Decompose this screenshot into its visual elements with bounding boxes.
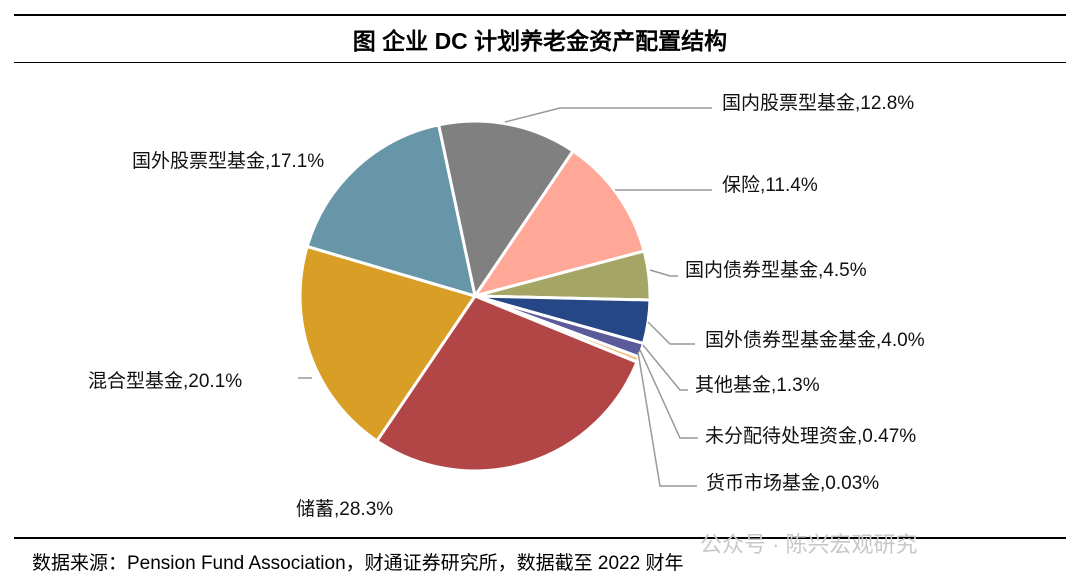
leader-line-2	[649, 269, 678, 277]
slice-label-6: 货币市场基金,0.03%	[706, 473, 880, 494]
title-rule	[14, 62, 1066, 63]
chart-title: 图 企业 DC 计划养老金资产配置结构	[352, 28, 728, 54]
leader-line-6	[637, 351, 697, 487]
pie-slice-0	[436, 119, 576, 300]
source-note: 数据来源：Pension Fund Association，财通证券研究所，数据…	[32, 553, 684, 574]
top-rule	[14, 14, 1066, 16]
leader-line-4	[642, 344, 688, 391]
leader-line-0	[504, 107, 712, 123]
slice-label-7: 储蓄,28.3%	[296, 499, 394, 520]
leader-line-3	[647, 321, 695, 345]
pie-slice-1	[471, 148, 646, 299]
slice-label-0: 国内股票型基金,12.8%	[722, 93, 915, 114]
pie-slice-7	[374, 294, 639, 473]
watermark: 公众号 · 陈兴宏观研究	[700, 532, 918, 557]
slice-label-1: 保险,11.4%	[722, 175, 818, 196]
leader-line-5	[639, 349, 698, 439]
slice-label-4: 其他基金,1.3%	[695, 375, 820, 396]
slice-label-5: 未分配待处理资金,0.47%	[705, 426, 917, 447]
slice-label-3: 国外债券型基金基金,4.0%	[705, 330, 925, 351]
pie-slice-8	[298, 244, 478, 444]
pie-slice-9	[305, 123, 477, 299]
bottom-rule	[14, 537, 1066, 539]
slice-label-2: 国内债券型基金,4.5%	[685, 260, 867, 281]
slice-label-8: 混合型基金,20.1%	[88, 371, 243, 392]
slice-label-9: 国外股票型基金,17.1%	[132, 151, 325, 172]
